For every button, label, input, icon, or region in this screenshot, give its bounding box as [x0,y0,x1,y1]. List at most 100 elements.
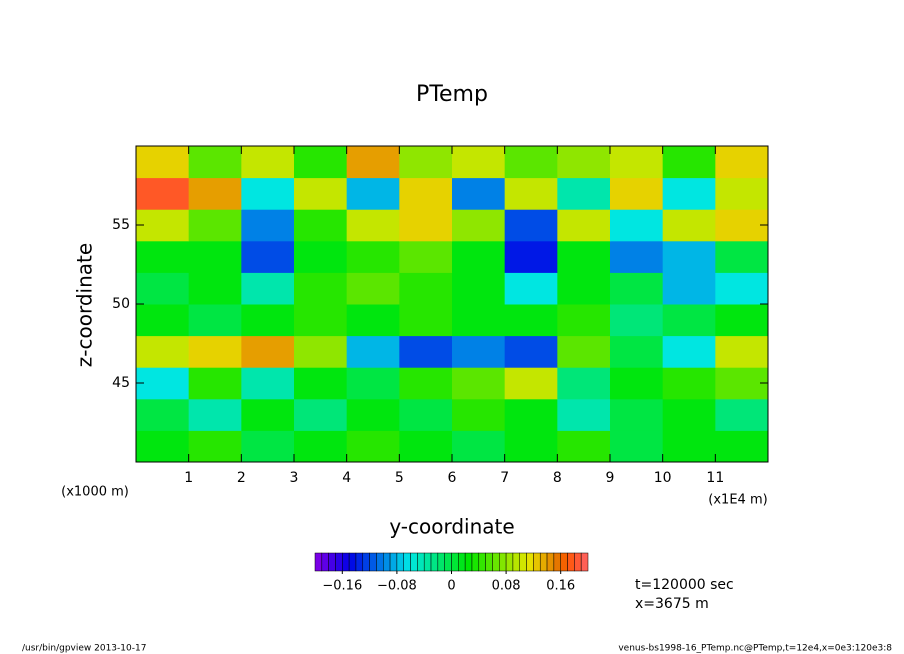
heat-cell [610,272,664,305]
heat-cell [715,240,769,273]
heat-cell [241,367,295,400]
y-axis-label: z-coordinate [73,243,97,367]
colorbar-box [383,552,391,572]
colorbar-tick-label: 0 [447,579,455,594]
x-tick-label: 4 [342,470,351,486]
annotation: t=120000 sec [635,577,734,593]
heat-cell [294,367,348,400]
heat-cell [557,335,611,368]
heat-cell [715,209,769,242]
heat-cell [399,430,453,463]
heat-cell [241,146,295,179]
heat-cell [557,367,611,400]
heat-cell [715,398,769,431]
heat-cell [241,335,295,368]
colorbar-box [355,552,364,572]
colorbar-tick-label: −0.08 [377,579,417,594]
heat-cell [136,240,190,273]
heat-cell [504,304,558,337]
colorbar-box [430,552,439,572]
colorbar-tick-label: 0.08 [492,579,521,594]
x-tick-label: 3 [290,470,299,486]
heat-cell [452,240,506,273]
heat-cell [662,240,716,273]
heat-cell [715,272,769,305]
heat-cell [610,430,664,463]
heat-cell [188,335,242,368]
heat-cell [241,430,295,463]
x-tick-label: 8 [553,470,562,486]
colorbar-box [423,552,432,572]
heat-cell [399,209,453,242]
colorbar-box [519,552,527,572]
heat-cell [294,177,348,210]
colorbar-box [492,552,500,572]
heat-cell [452,430,506,463]
heat-cell [241,398,295,431]
heat-cell [662,430,716,463]
colorbar-box [533,552,541,572]
colorbar-box [553,552,561,572]
heat-cell [188,177,242,210]
heat-cell [399,272,453,305]
x-tick-label: 1 [184,470,193,486]
heat-cell [294,209,348,242]
heat-cell [452,272,506,305]
colorbar-box [512,552,520,572]
heat-cell [241,240,295,273]
heat-cell [504,335,558,368]
x-tick-label: 9 [606,470,615,486]
heat-cell [504,209,558,242]
heat-cell [610,398,664,431]
heat-cell [557,304,611,337]
heat-cell [452,304,506,337]
colorbar-box [396,552,404,572]
heat-cell [399,240,453,273]
x-tick-label: 10 [654,470,672,486]
colorbar-tick-label: −0.16 [322,579,362,594]
heat-cell [346,177,400,210]
footer: /usr/bin/gpview 2013-10-17 [22,644,146,654]
heat-cell [557,430,611,463]
colorbar-box [485,552,493,572]
colorbar-box [321,552,329,572]
heat-cell [610,304,664,337]
heat-cell [346,304,400,337]
heat-cell [399,398,453,431]
footer: venus-bs1998-16_PTemp.nc@PTemp,t=12e4,x=… [618,644,892,654]
heat-cell [504,430,558,463]
colorbar-box [526,552,534,572]
heat-cell [662,398,716,431]
colorbar-box [348,552,357,572]
heat-cell [188,304,242,337]
heat-cell [504,367,558,400]
heat-cell [346,335,400,368]
heat-cell [399,146,453,179]
colorbar-box [478,552,486,572]
colorbar-box [437,552,445,572]
heat-cell [399,177,453,210]
heat-cell [662,304,716,337]
heat-cell [346,240,400,273]
heat-cell [452,367,506,400]
heat-cell [346,430,400,463]
heat-cell [504,146,558,179]
heat-cell [188,209,242,242]
colorbar-box [471,552,480,572]
heat-cell [188,367,242,400]
colorbar-box [328,552,336,572]
heat-cell [294,335,348,368]
heat-cell [610,177,664,210]
heat-cell [610,335,664,368]
heat-cell [662,335,716,368]
heat-cell [715,430,769,463]
heat-cell [188,430,242,463]
colorbar-box [369,552,377,572]
heat-cell [557,209,611,242]
heat-cell [188,272,242,305]
heat-cell [136,335,190,368]
heat-cell [715,304,769,337]
heat-cell [557,398,611,431]
chart-title: PTemp [416,82,488,107]
